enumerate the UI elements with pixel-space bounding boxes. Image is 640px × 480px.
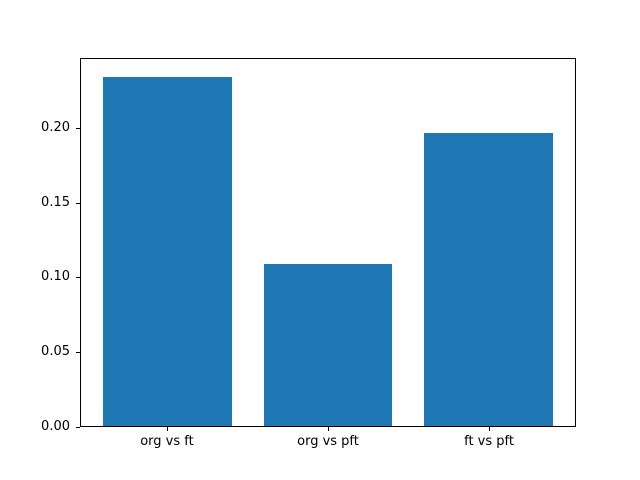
plot-area <box>80 58 576 427</box>
x-tick-label: org vs pft <box>297 434 359 449</box>
y-tick-label: 0.05 <box>41 344 70 360</box>
y-tick-mark <box>76 277 80 279</box>
x-tick-mark <box>166 427 168 431</box>
y-tick-label: 0.10 <box>41 269 70 285</box>
y-tick-label: 0.15 <box>41 194 70 210</box>
x-tick-label: org vs ft <box>140 434 194 449</box>
y-tick-mark <box>76 127 80 129</box>
y-tick-mark <box>76 427 80 428</box>
bar-org-vs-ft <box>103 76 232 426</box>
y-tick-label: 0.20 <box>41 119 70 135</box>
bar-ft-vs-pft <box>424 133 553 426</box>
y-tick-mark <box>76 352 80 354</box>
y-tick-mark <box>76 202 80 204</box>
x-tick-label: ft vs pft <box>464 434 514 449</box>
y-tick-label: 0.00 <box>41 419 70 434</box>
x-tick-mark <box>328 427 329 431</box>
bar-org-vs-pft <box>263 263 393 426</box>
x-tick-mark <box>489 427 491 431</box>
